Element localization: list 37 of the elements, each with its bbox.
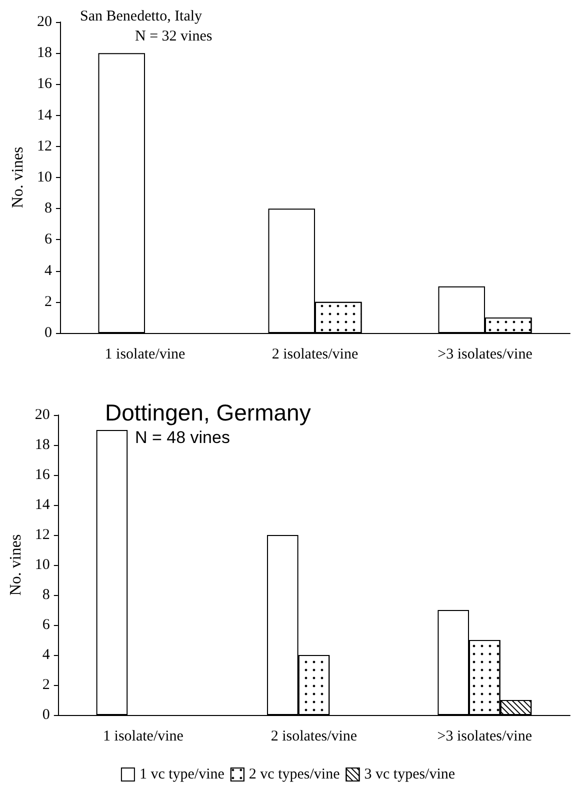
chart-title: San Benedetto, Italy [80,8,203,24]
chart-title: Dottingen, Germany [105,400,312,426]
y-tick-label: 6 [42,617,50,633]
x-tick-label: 2 isolates/vine [272,346,358,362]
legend-label: 2 vc types/vine [248,766,340,782]
y-tick-label: 20 [37,14,52,30]
x-tick-label: >3 isolates/vine [438,346,533,362]
y-tick-label: 14 [34,497,50,513]
y-tick-label: 8 [42,587,50,603]
y-axis-title: No. vines [8,534,24,596]
y-axis-title: No. vines [10,146,27,208]
x-tick-label: >3 isolates/vine [437,728,532,744]
y-tick-label: 16 [37,76,52,92]
y-tick-label: 6 [44,232,52,248]
chart-subtitle: N = 32 vines [135,28,212,44]
y-tick-label: 4 [42,647,50,663]
y-tick-label: 0 [42,707,50,723]
y-tick-label: 12 [37,138,52,154]
y-tick-label: 2 [42,677,50,693]
y-tick-label: 16 [34,467,50,483]
legend-label: 3 vc types/vine [364,766,456,782]
x-tick-label: 1 isolate/vine [103,728,184,744]
y-tick-label: 18 [34,437,50,453]
y-tick-label: 8 [44,200,52,217]
y-tick-label: 2 [44,294,52,310]
y-tick-label: 14 [37,107,52,124]
text: N = 48 vines [135,428,230,447]
y-tick-label: 4 [44,262,52,279]
legend-label: 1 vc type/vine [139,766,225,782]
y-tick-label: 18 [37,45,52,62]
y-tick-label: 20 [34,407,50,423]
y-tick-label: 10 [37,170,52,186]
x-tick-label: 2 isolates/vine [270,728,358,744]
x-tick-label: 1 isolate/vine [104,346,186,362]
y-tick-label: 10 [34,557,50,573]
y-tick-label: 12 [34,527,50,543]
y-tick-label: 0 [44,325,52,341]
